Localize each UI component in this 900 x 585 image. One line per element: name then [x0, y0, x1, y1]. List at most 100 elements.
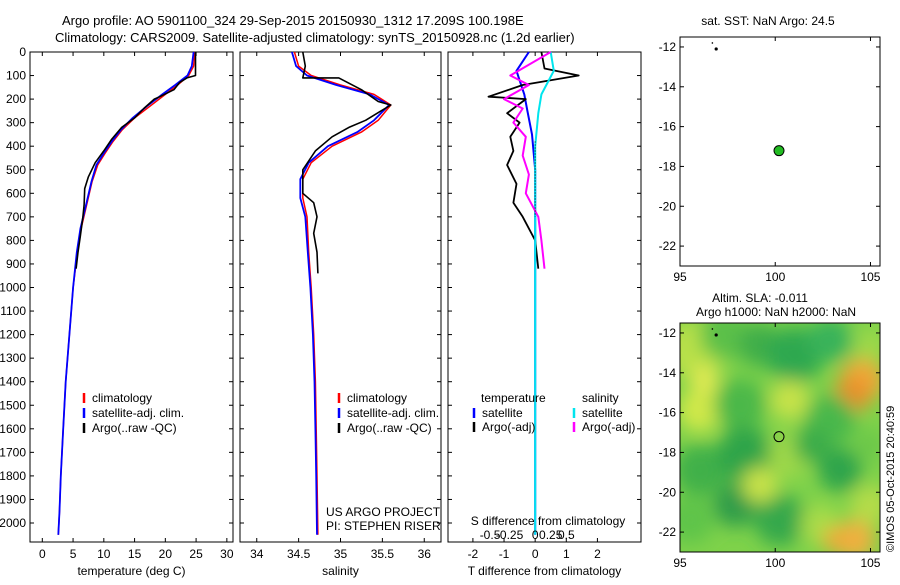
- salinity-legend-label: satellite-adj. clim.: [347, 406, 439, 420]
- salinity-legend-label: Argo(..raw -QC): [347, 421, 432, 435]
- depth-tick-label: 1800: [0, 469, 26, 483]
- depth-tick-label: 1300: [0, 351, 26, 365]
- sla-map-track-point: [714, 333, 718, 337]
- depth-tick-label: 200: [6, 92, 26, 106]
- difference-legend-label: satellite: [582, 406, 623, 420]
- salinity-xlabel: salinity: [322, 564, 359, 578]
- sla-map-ytick-label: -20: [659, 485, 677, 499]
- sla-map-ytick-label: -18: [659, 445, 677, 459]
- temperature-xlabel: temperature (deg C): [77, 564, 185, 578]
- depth-tick-label: 500: [6, 163, 26, 177]
- sst-map-ytick-label: -18: [659, 159, 677, 173]
- depth-tick-label: 400: [6, 139, 26, 153]
- sla-map-ytick-label: -22: [659, 525, 677, 539]
- sst-map-ytick-label: -16: [659, 120, 677, 134]
- sla-map-title-1: Altim. SLA: -0.011: [712, 291, 808, 305]
- difference-series-s-satellite: [534, 51, 555, 535]
- temperature-legend-label: climatology: [92, 391, 152, 405]
- sst-map-xtick-label: 105: [860, 270, 880, 284]
- sla-map-argo-marker: [773, 431, 785, 443]
- sla-map-xtick-label: 105: [860, 556, 880, 570]
- sla-map-field-cell: [854, 329, 880, 361]
- header-line-1: Argo profile: AO 5901100_324 29-Sep-2015…: [62, 13, 524, 28]
- salinity-xtick-label: 35.5: [371, 547, 395, 561]
- sla-map-field-cell: [680, 388, 722, 432]
- sla-map-field-cell: [770, 380, 810, 420]
- temperature-xtick-label: 0: [39, 547, 46, 561]
- temperature-series-argo-raw-qc-: [75, 52, 197, 269]
- salinity-xtick-label: 34: [250, 547, 264, 561]
- difference-xtick2-label: 0.25: [539, 528, 563, 542]
- depth-tick-label: 300: [6, 116, 26, 130]
- difference-xtick2-label: 0: [532, 528, 539, 542]
- temperature-xtick-label: 20: [159, 547, 173, 561]
- sla-map-field-cell: [700, 323, 750, 360]
- temperature-xtick-label: 15: [128, 547, 142, 561]
- sla-map-xtick-label: 95: [673, 556, 687, 570]
- sla-map-map-frame: [679, 322, 881, 553]
- salinity-xtick-label: 35: [334, 547, 348, 561]
- temperature-legend-label: satellite-adj. clim.: [92, 406, 184, 420]
- depth-tick-label: 1100: [0, 304, 26, 318]
- sst-map-ytick-label: -14: [659, 80, 677, 94]
- sst-map-map-frame: [679, 36, 881, 267]
- difference-xlabel: T difference from climatology: [468, 564, 622, 578]
- temperature-legend-label: Argo(..raw -QC): [92, 421, 177, 435]
- depth-tick-label: 1900: [0, 492, 26, 506]
- sla-map-field-cell: [794, 427, 830, 463]
- sla-map-title-2: Argo h1000: NaN h2000: NaN: [696, 305, 856, 319]
- temperature-xtick-label: 25: [189, 547, 203, 561]
- sla-map-xtick-label: 100: [765, 556, 785, 570]
- sla-map-field-cell: [854, 429, 880, 461]
- sla-map-ytick-label: -12: [659, 326, 677, 340]
- depth-tick-label: 1000: [0, 281, 26, 295]
- sst-map-ytick-label: -22: [659, 239, 677, 253]
- sst-map-xtick-label: 95: [673, 270, 687, 284]
- depth-tick-label: 1400: [0, 375, 26, 389]
- sst-map-track-point: [714, 47, 718, 51]
- sla-map-ytick-label: -14: [659, 366, 677, 380]
- difference-legend-label: satellite: [482, 406, 523, 420]
- difference-xtick-label: -1: [499, 547, 510, 561]
- difference-xlabel2: S difference from climatology: [471, 514, 626, 528]
- depth-tick-label: 600: [6, 186, 26, 200]
- depth-tick-label: 100: [6, 69, 26, 83]
- sla-map-field-cell: [823, 528, 847, 552]
- depth-tick-label: 800: [6, 233, 26, 247]
- sla-map-ytick-label: -16: [659, 406, 677, 420]
- temperature-plot-frame: [29, 51, 234, 543]
- salinity-series-satellite-adj-clim-: [291, 51, 391, 535]
- difference-xtick2-label: 0.5: [558, 528, 575, 542]
- sst-map-xtick-label: 100: [765, 270, 785, 284]
- difference-xtick2-label: -0.25: [496, 528, 524, 542]
- sla-map-field-cell: [818, 448, 862, 492]
- temperature-xtick-label: 10: [97, 547, 111, 561]
- salinity-legend-label: climatology: [347, 391, 407, 405]
- difference-xtick-label: -2: [468, 547, 479, 561]
- footer-copyright: ©IMOS 05-Oct-2015 20:40:59: [885, 406, 897, 552]
- sla-map-field-cell: [714, 379, 766, 431]
- sla-map-field-cell: [680, 496, 714, 544]
- footer-pi: PI: STEPHEN RISER: [326, 519, 441, 533]
- difference-xtick2-label: -0.5: [480, 528, 501, 542]
- sst-map-track-point: [711, 42, 714, 44]
- depth-tick-label: 1500: [0, 398, 26, 412]
- depth-tick-label: 2000: [0, 516, 26, 530]
- sla-map-track-point: [711, 328, 714, 330]
- difference-series-t-argo-adj-: [487, 51, 580, 269]
- difference-legend-label: Argo(-adj): [582, 420, 635, 434]
- sla-map-field-blobs: [680, 323, 880, 552]
- sst-map-title: sat. SST: NaN Argo: 24.5: [701, 14, 835, 28]
- salinity-series-argo-raw-qc-: [301, 51, 392, 274]
- difference-series-s-argo-adj-: [503, 51, 552, 269]
- salinity-xtick-label: 34.5: [287, 547, 311, 561]
- temperature-series-satellite-adj-clim-: [57, 51, 195, 535]
- difference-xtick-label: 1: [563, 547, 570, 561]
- difference-plot-frame: [447, 51, 642, 543]
- temperature-xtick-label: 30: [220, 547, 234, 561]
- sla-map-field-cell: [680, 444, 726, 496]
- difference-legend-salinity-title: salinity: [582, 391, 619, 405]
- sst-map-ytick-label: -20: [659, 199, 677, 213]
- temperature-xtick-label: 5: [70, 547, 77, 561]
